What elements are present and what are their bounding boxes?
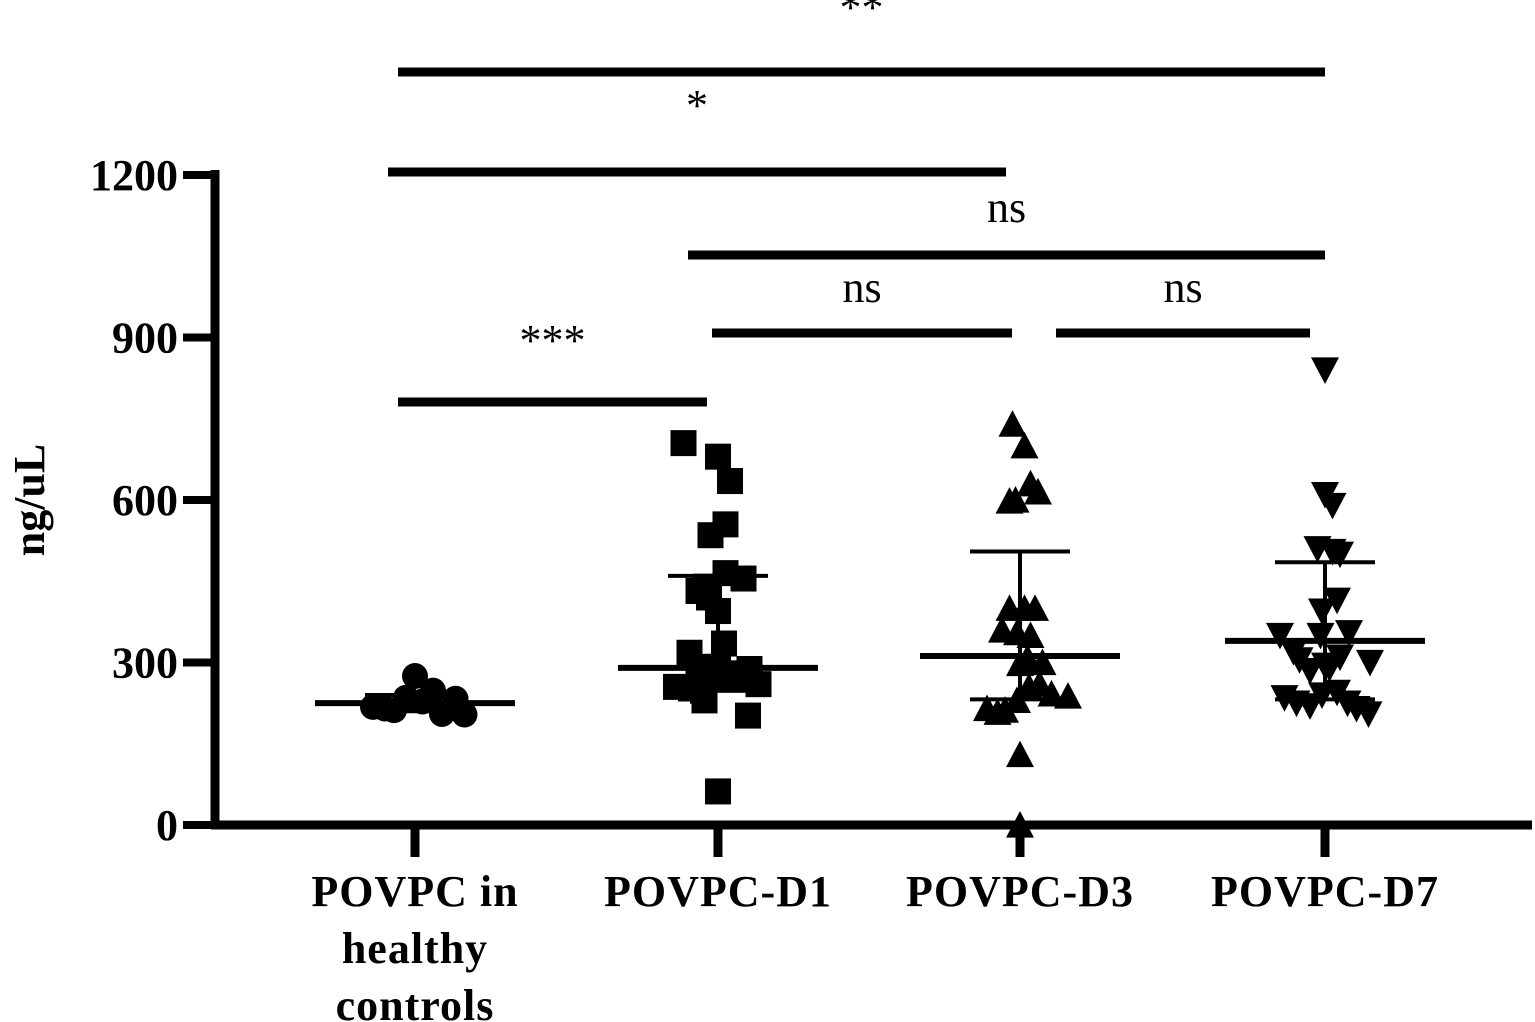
triangle-down-point bbox=[1308, 598, 1336, 626]
significance-label: ns bbox=[842, 263, 881, 312]
triangle-down-point bbox=[1354, 701, 1383, 728]
circle-point bbox=[402, 663, 428, 690]
y-tick-label: 600 bbox=[112, 476, 178, 525]
triangle-up-point bbox=[1010, 431, 1039, 459]
triangle-down-point bbox=[1296, 658, 1324, 685]
y-tick-label: 0 bbox=[156, 801, 178, 850]
triangle-up-point bbox=[1021, 594, 1049, 621]
y-axis-title: ng/uL bbox=[5, 444, 54, 557]
triangle-up-point bbox=[995, 487, 1024, 514]
y-tick-label: 1200 bbox=[90, 151, 178, 200]
square-point bbox=[711, 630, 737, 657]
square-point bbox=[705, 443, 731, 470]
triangle-down-point bbox=[1326, 541, 1354, 569]
x-ticks: POVPC in healthy controls POVPC-D1 POVPC-D3 P… bbox=[311, 825, 1439, 1022]
square-point bbox=[705, 778, 731, 805]
significance-label: ns bbox=[987, 183, 1026, 232]
circle-point bbox=[451, 701, 478, 728]
significance-label: ns bbox=[1163, 263, 1202, 312]
triangle-up-point bbox=[1054, 682, 1082, 709]
triangle-down-point bbox=[1323, 587, 1351, 615]
triangle-up-point bbox=[1028, 648, 1057, 676]
square-point bbox=[730, 565, 757, 592]
circle-point bbox=[420, 677, 446, 704]
square-point bbox=[712, 511, 739, 538]
square-point bbox=[670, 430, 697, 457]
x-tick-label: controls bbox=[336, 981, 495, 1022]
significance-label: * bbox=[686, 81, 708, 130]
x-tick-label: POVPC-D1 bbox=[604, 867, 832, 916]
x-tick-label: POVPC-D3 bbox=[906, 867, 1134, 916]
triangle-down-point bbox=[1306, 622, 1335, 650]
y-tick-label: 900 bbox=[112, 314, 178, 363]
triangle-down-point bbox=[1266, 622, 1294, 650]
square-point bbox=[735, 702, 761, 729]
triangle-up-point bbox=[1024, 477, 1052, 505]
triangle-down-point bbox=[1356, 649, 1384, 677]
data-points bbox=[360, 357, 1384, 838]
triangle-up-point bbox=[1016, 621, 1045, 649]
square-point bbox=[717, 468, 743, 495]
y-tick-label: 300 bbox=[112, 639, 178, 688]
y-ticks: 0 300 600 900 1200 bbox=[90, 151, 215, 850]
triangle-up-point bbox=[998, 410, 1027, 437]
x-tick-label: POVPC in bbox=[311, 867, 518, 916]
x-tick-label: healthy bbox=[342, 924, 488, 973]
triangle-down-point bbox=[1318, 492, 1347, 520]
significance-label: *** bbox=[520, 316, 586, 365]
triangle-up-point bbox=[1006, 740, 1034, 768]
triangle-down-point bbox=[1311, 357, 1339, 384]
x-tick-label: POVPC-D7 bbox=[1211, 867, 1439, 916]
square-point bbox=[691, 687, 718, 714]
triangle-down-point bbox=[1335, 620, 1363, 647]
triangle-down-point bbox=[1315, 655, 1344, 682]
significance-label: ** bbox=[840, 0, 884, 32]
median-iqr-bars bbox=[315, 549, 1425, 714]
